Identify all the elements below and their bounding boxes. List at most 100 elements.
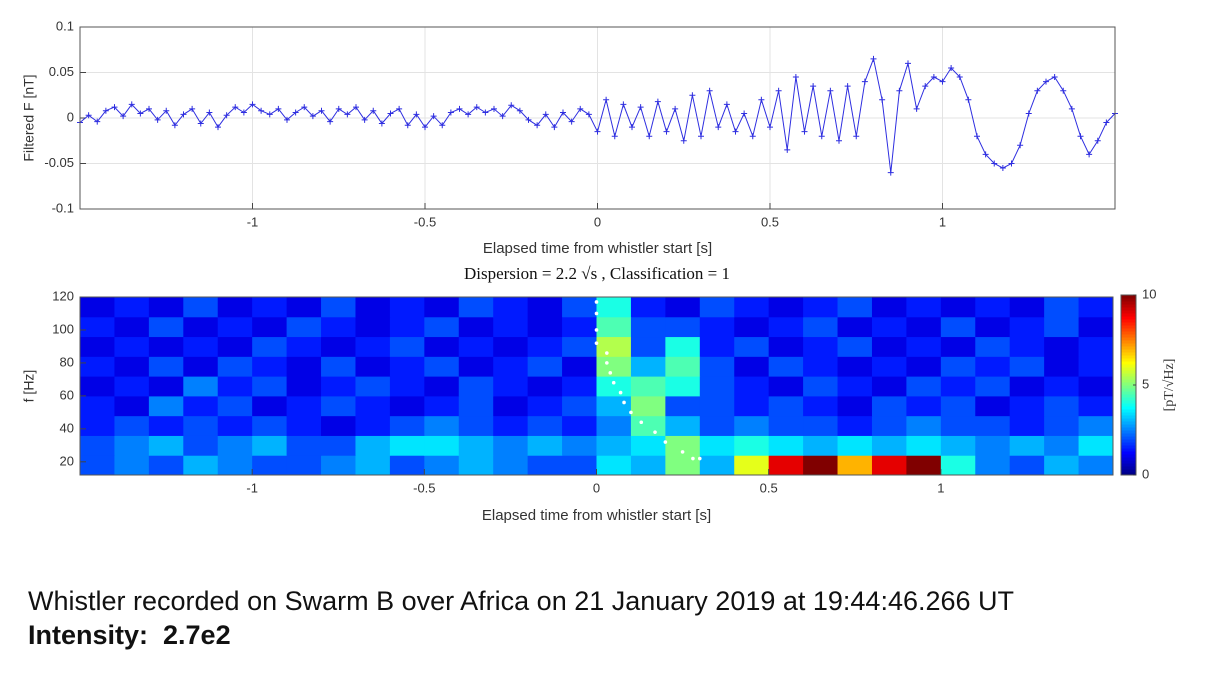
heat-cell xyxy=(906,356,942,377)
heat-cell xyxy=(252,455,288,476)
heat-cell xyxy=(286,316,322,338)
data-marker xyxy=(1017,142,1024,149)
colorbar-step xyxy=(1121,439,1136,443)
heat-cell xyxy=(906,297,942,318)
data-marker xyxy=(387,110,394,117)
heat-cell xyxy=(768,395,804,417)
heat-cell xyxy=(252,415,288,436)
data-marker xyxy=(879,96,886,103)
data-marker xyxy=(680,137,687,144)
x-tick-label: 0.5 xyxy=(761,214,779,229)
data-marker xyxy=(698,133,704,140)
heat-cell xyxy=(734,356,770,377)
colorbar-step xyxy=(1121,442,1136,446)
data-marker xyxy=(861,78,868,85)
data-marker xyxy=(836,137,842,144)
heat-cell xyxy=(596,455,632,476)
x-axis-label: Elapsed time from whistler start [s] xyxy=(482,507,711,524)
heat-cell xyxy=(975,356,1011,377)
heat-cell xyxy=(80,395,115,417)
data-marker xyxy=(154,116,161,123)
colorbar-step xyxy=(1121,379,1136,383)
heat-cell xyxy=(699,455,735,476)
data-marker xyxy=(767,124,773,131)
heat-cell xyxy=(803,297,839,318)
colorbar-step xyxy=(1121,469,1136,473)
colorbar-step xyxy=(1121,343,1136,347)
heat-cell xyxy=(837,435,873,456)
y-tick-label: 120 xyxy=(52,288,74,303)
data-marker xyxy=(905,60,911,67)
heat-cell xyxy=(458,356,494,377)
heat-cell xyxy=(871,376,907,397)
data-marker xyxy=(232,104,239,111)
heat-cell xyxy=(321,415,356,436)
heat-cell xyxy=(665,376,701,397)
heat-cell xyxy=(183,395,219,417)
heat-cell xyxy=(596,395,632,417)
data-marker xyxy=(292,109,299,116)
heat-cell xyxy=(940,297,976,318)
colorbar-step xyxy=(1121,460,1136,464)
data-marker xyxy=(223,112,230,119)
heat-cell xyxy=(699,435,735,456)
y-tick-label: 60 xyxy=(60,387,74,402)
heat-cell xyxy=(389,415,425,436)
heat-cell xyxy=(80,297,115,318)
heat-cell xyxy=(321,316,356,338)
heat-cell xyxy=(837,356,873,377)
data-marker xyxy=(672,105,679,112)
heat-cell xyxy=(252,435,288,456)
heat-cell xyxy=(1044,415,1080,436)
data-marker xyxy=(663,128,670,135)
heat-cell xyxy=(630,455,666,476)
data-marker xyxy=(180,111,187,118)
heat-cell xyxy=(906,435,942,456)
heat-cell xyxy=(424,297,460,318)
data-marker xyxy=(715,124,722,131)
heat-cell xyxy=(527,376,563,397)
y-axis-label: Filtered F [nT] xyxy=(21,74,37,161)
data-marker xyxy=(732,128,739,135)
colorbar-step xyxy=(1121,400,1136,404)
heat-cell xyxy=(424,455,460,476)
x-tick-label: -0.5 xyxy=(414,214,436,229)
heat-cell xyxy=(837,395,873,417)
heat-cell xyxy=(458,455,494,476)
trace-point xyxy=(622,400,626,405)
heat-cell xyxy=(217,455,253,476)
heat-cell xyxy=(699,356,735,377)
heat-cell xyxy=(940,455,976,476)
data-marker xyxy=(301,104,308,111)
data-marker xyxy=(146,105,152,112)
data-marker xyxy=(1008,160,1015,167)
data-marker xyxy=(749,133,756,140)
heat-cell xyxy=(562,395,597,417)
data-marker xyxy=(706,87,713,94)
data-marker xyxy=(603,96,610,103)
heat-cell xyxy=(183,316,219,338)
colorbar-step xyxy=(1121,466,1136,470)
trace-point xyxy=(605,351,609,355)
colorbar-step xyxy=(1121,304,1136,308)
colorbar-step xyxy=(1121,322,1136,326)
heat-cell xyxy=(940,376,976,397)
heat-cell xyxy=(562,415,597,436)
heat-cell xyxy=(940,316,976,338)
data-marker xyxy=(1077,133,1084,140)
x-tick-label: -0.5 xyxy=(413,480,435,495)
heat-cell xyxy=(355,376,391,397)
heat-cell xyxy=(424,336,460,357)
colorbar-step xyxy=(1121,394,1136,398)
heat-cell xyxy=(699,297,735,318)
colorbar-step xyxy=(1121,457,1136,461)
colorbar-step xyxy=(1121,454,1136,458)
data-marker xyxy=(741,110,748,117)
data-marker xyxy=(215,124,221,131)
colorbar-step xyxy=(1121,340,1136,344)
colorbar-step xyxy=(1121,409,1136,413)
heat-cell xyxy=(768,376,804,397)
data-marker xyxy=(956,74,963,81)
heat-cell xyxy=(734,395,770,417)
trace-point xyxy=(594,311,599,316)
